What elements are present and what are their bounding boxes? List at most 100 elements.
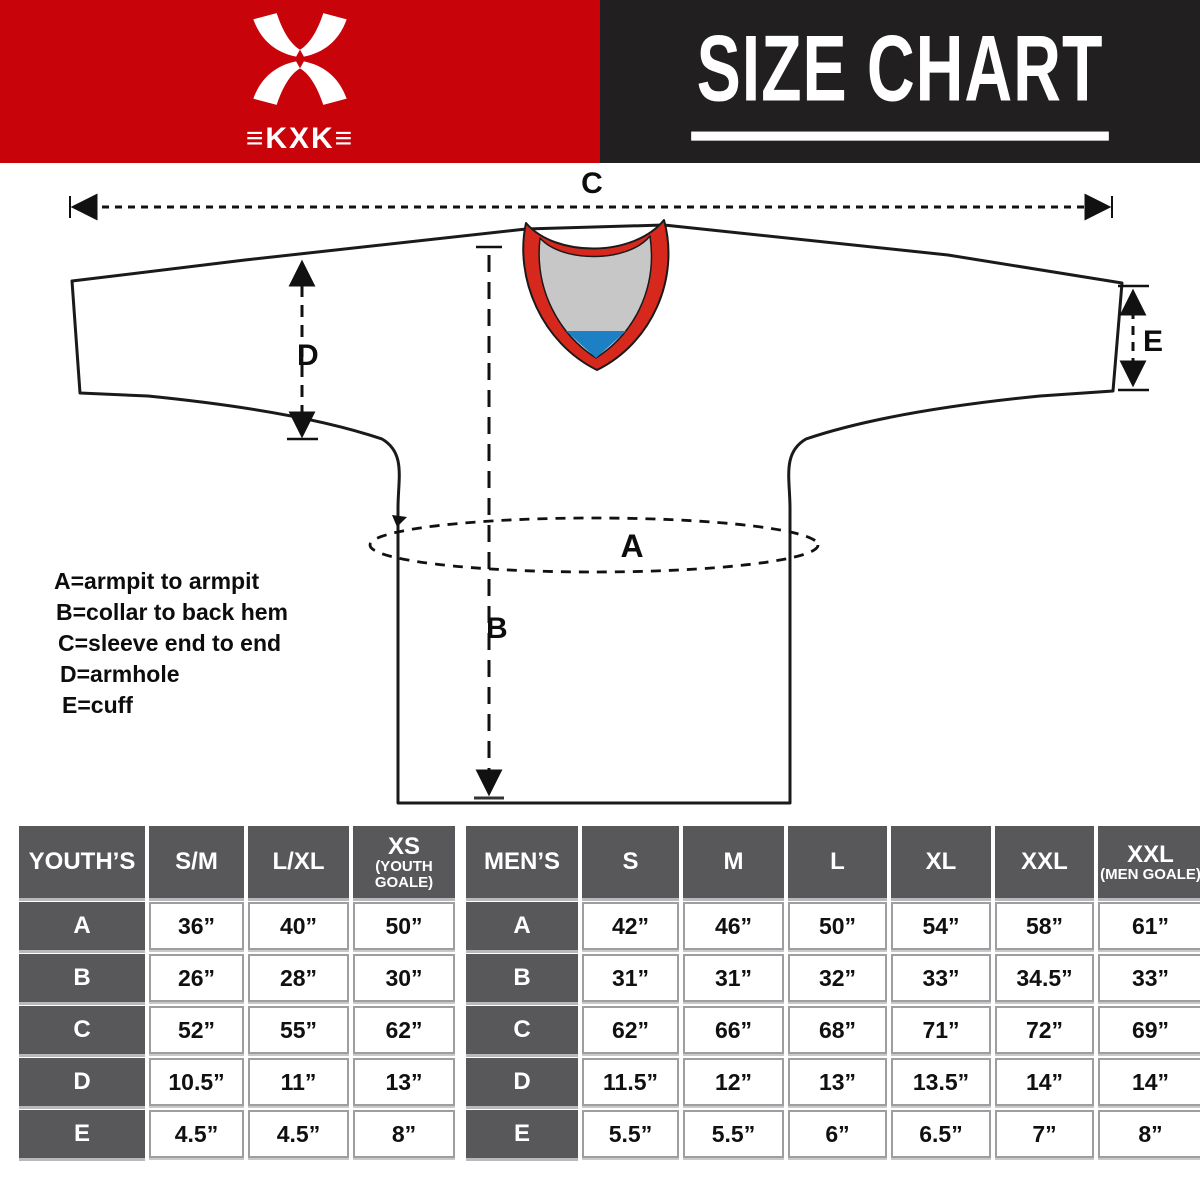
table-cell: 42” (582, 902, 679, 950)
men-row-e: E 5.5” 5.5” 6” 6.5” 7” 8” (466, 1110, 1200, 1158)
row-label: B (466, 954, 578, 1002)
measure-a-label: A (620, 528, 643, 564)
table-cell: 26” (149, 954, 244, 1002)
table-cell: 40” (248, 902, 349, 950)
men-col-m: M (683, 826, 784, 898)
measurement-legend: A=armpit to armpit B=collar to back hem … (54, 566, 288, 721)
men-row-b: B 31” 31” 32” 33” 34.5” 33” (466, 954, 1200, 1002)
youth-col-xs-sub: (YOUTH GOALE) (374, 857, 434, 891)
table-cell: 6” (788, 1110, 887, 1158)
top-banner: ≡KXK≡ SIZE CHART (0, 0, 1200, 163)
table-cell: 8” (1098, 1110, 1200, 1158)
youth-row-a: A 36” 40” 50” (19, 902, 455, 950)
table-cell: 69” (1098, 1006, 1200, 1054)
table-cell: 13.5” (891, 1058, 991, 1106)
table-cell: 34.5” (995, 954, 1094, 1002)
men-col-s: S (582, 826, 679, 898)
table-cell: 68” (788, 1006, 887, 1054)
row-label: C (466, 1006, 578, 1054)
youth-header-row: YOUTH’S S/M L/XL XS (YOUTH GOALE) (19, 826, 455, 898)
table-cell: 55” (248, 1006, 349, 1054)
men-col-xl: XL (891, 826, 991, 898)
men-row-c: C 62” 66” 68” 71” 72” 69” (466, 1006, 1200, 1054)
table-cell: 4.5” (248, 1110, 349, 1158)
size-table-youth: YOUTH’S S/M L/XL XS (YOUTH GOALE) A 36” … (15, 822, 459, 1162)
measure-a-ellipse (368, 516, 820, 574)
kxk-logo-mark-icon (253, 12, 347, 105)
table-cell: 52” (149, 1006, 244, 1054)
brand-panel: ≡KXK≡ (0, 0, 600, 163)
kxk-logo: ≡KXK≡ (222, 10, 378, 154)
row-label: A (19, 902, 145, 950)
measure-b-label: B (486, 612, 508, 645)
table-cell: 32” (788, 954, 887, 1002)
table-cell: 30” (353, 954, 455, 1002)
row-label: E (19, 1110, 145, 1158)
row-label: B (19, 954, 145, 1002)
men-group-header: MEN’S (466, 826, 578, 898)
table-cell: 12” (683, 1058, 784, 1106)
collar-inner-area (538, 235, 653, 359)
youth-row-c: C 52” 55” 62” (19, 1006, 455, 1054)
measure-a-arrowhead (392, 515, 407, 527)
table-cell: 61” (1098, 902, 1200, 950)
table-cell: 31” (683, 954, 784, 1002)
table-cell: 7” (995, 1110, 1094, 1158)
table-cell: 11” (248, 1058, 349, 1106)
measure-e-label: E (1143, 325, 1163, 358)
men-header-row: MEN’S S M L XL XXL XXL (MEN GOALE) (466, 826, 1200, 898)
title-panel: SIZE CHART (600, 0, 1200, 163)
table-cell: 13” (788, 1058, 887, 1106)
table-cell: 33” (891, 954, 991, 1002)
row-label: E (466, 1110, 578, 1158)
kxk-logo-text: ≡KXK≡ (245, 121, 355, 155)
table-cell: 62” (353, 1006, 455, 1054)
table-cell: 46” (683, 902, 784, 950)
youth-col-sm: S/M (149, 826, 244, 898)
size-table-men: MEN’S S M L XL XXL XXL (MEN GOALE) A 42”… (462, 822, 1200, 1162)
men-col-l: L (788, 826, 887, 898)
table-cell: 31” (582, 954, 679, 1002)
youth-col-lxl: L/XL (248, 826, 349, 898)
legend-line-e: E=cuff (62, 692, 133, 718)
table-cell: 71” (891, 1006, 991, 1054)
table-cell: 54” (891, 902, 991, 950)
table-cell: 36” (149, 902, 244, 950)
table-cell: 14” (995, 1058, 1094, 1106)
youth-row-d: D 10.5” 11” 13” (19, 1058, 455, 1106)
table-cell: 50” (353, 902, 455, 950)
men-row-d: D 11.5” 12” 13” 13.5” 14” 14” (466, 1058, 1200, 1106)
legend-line-c: C=sleeve end to end (58, 630, 282, 656)
size-tables: YOUTH’S S/M L/XL XS (YOUTH GOALE) A 36” … (15, 822, 1200, 1162)
measure-d-label: D (297, 339, 319, 372)
table-cell: 4.5” (149, 1110, 244, 1158)
legend-line-b: B=collar to back hem (56, 599, 288, 625)
table-cell: 6.5” (891, 1110, 991, 1158)
youth-row-e: E 4.5” 4.5” 8” (19, 1110, 455, 1158)
table-cell: 8” (353, 1110, 455, 1158)
table-cell: 62” (582, 1006, 679, 1054)
men-col-xxl: XXL (995, 826, 1094, 898)
table-cell: 5.5” (582, 1110, 679, 1158)
table-cell: 66” (683, 1006, 784, 1054)
table-cell: 13” (353, 1058, 455, 1106)
men-col-xxl-goalie: XXL (MEN GOALE) (1098, 826, 1200, 898)
collar-blue-insert (566, 331, 626, 358)
row-label: C (19, 1006, 145, 1054)
youth-col-xs-goalie: XS (YOUTH GOALE) (353, 826, 455, 898)
table-cell: 72” (995, 1006, 1094, 1054)
table-cell: 14” (1098, 1058, 1200, 1106)
page-title: SIZE CHART (691, 22, 1109, 141)
legend-line-a: A=armpit to armpit (54, 568, 260, 594)
row-label: D (19, 1058, 145, 1106)
row-label: D (466, 1058, 578, 1106)
table-cell: 50” (788, 902, 887, 950)
table-cell: 28” (248, 954, 349, 1002)
measure-c-label: C (581, 167, 603, 200)
table-cell: 11.5” (582, 1058, 679, 1106)
table-cell: 33” (1098, 954, 1200, 1002)
table-cell: 5.5” (683, 1110, 784, 1158)
youth-group-header: YOUTH’S (19, 826, 145, 898)
row-label: A (466, 902, 578, 950)
table-cell: 10.5” (149, 1058, 244, 1106)
